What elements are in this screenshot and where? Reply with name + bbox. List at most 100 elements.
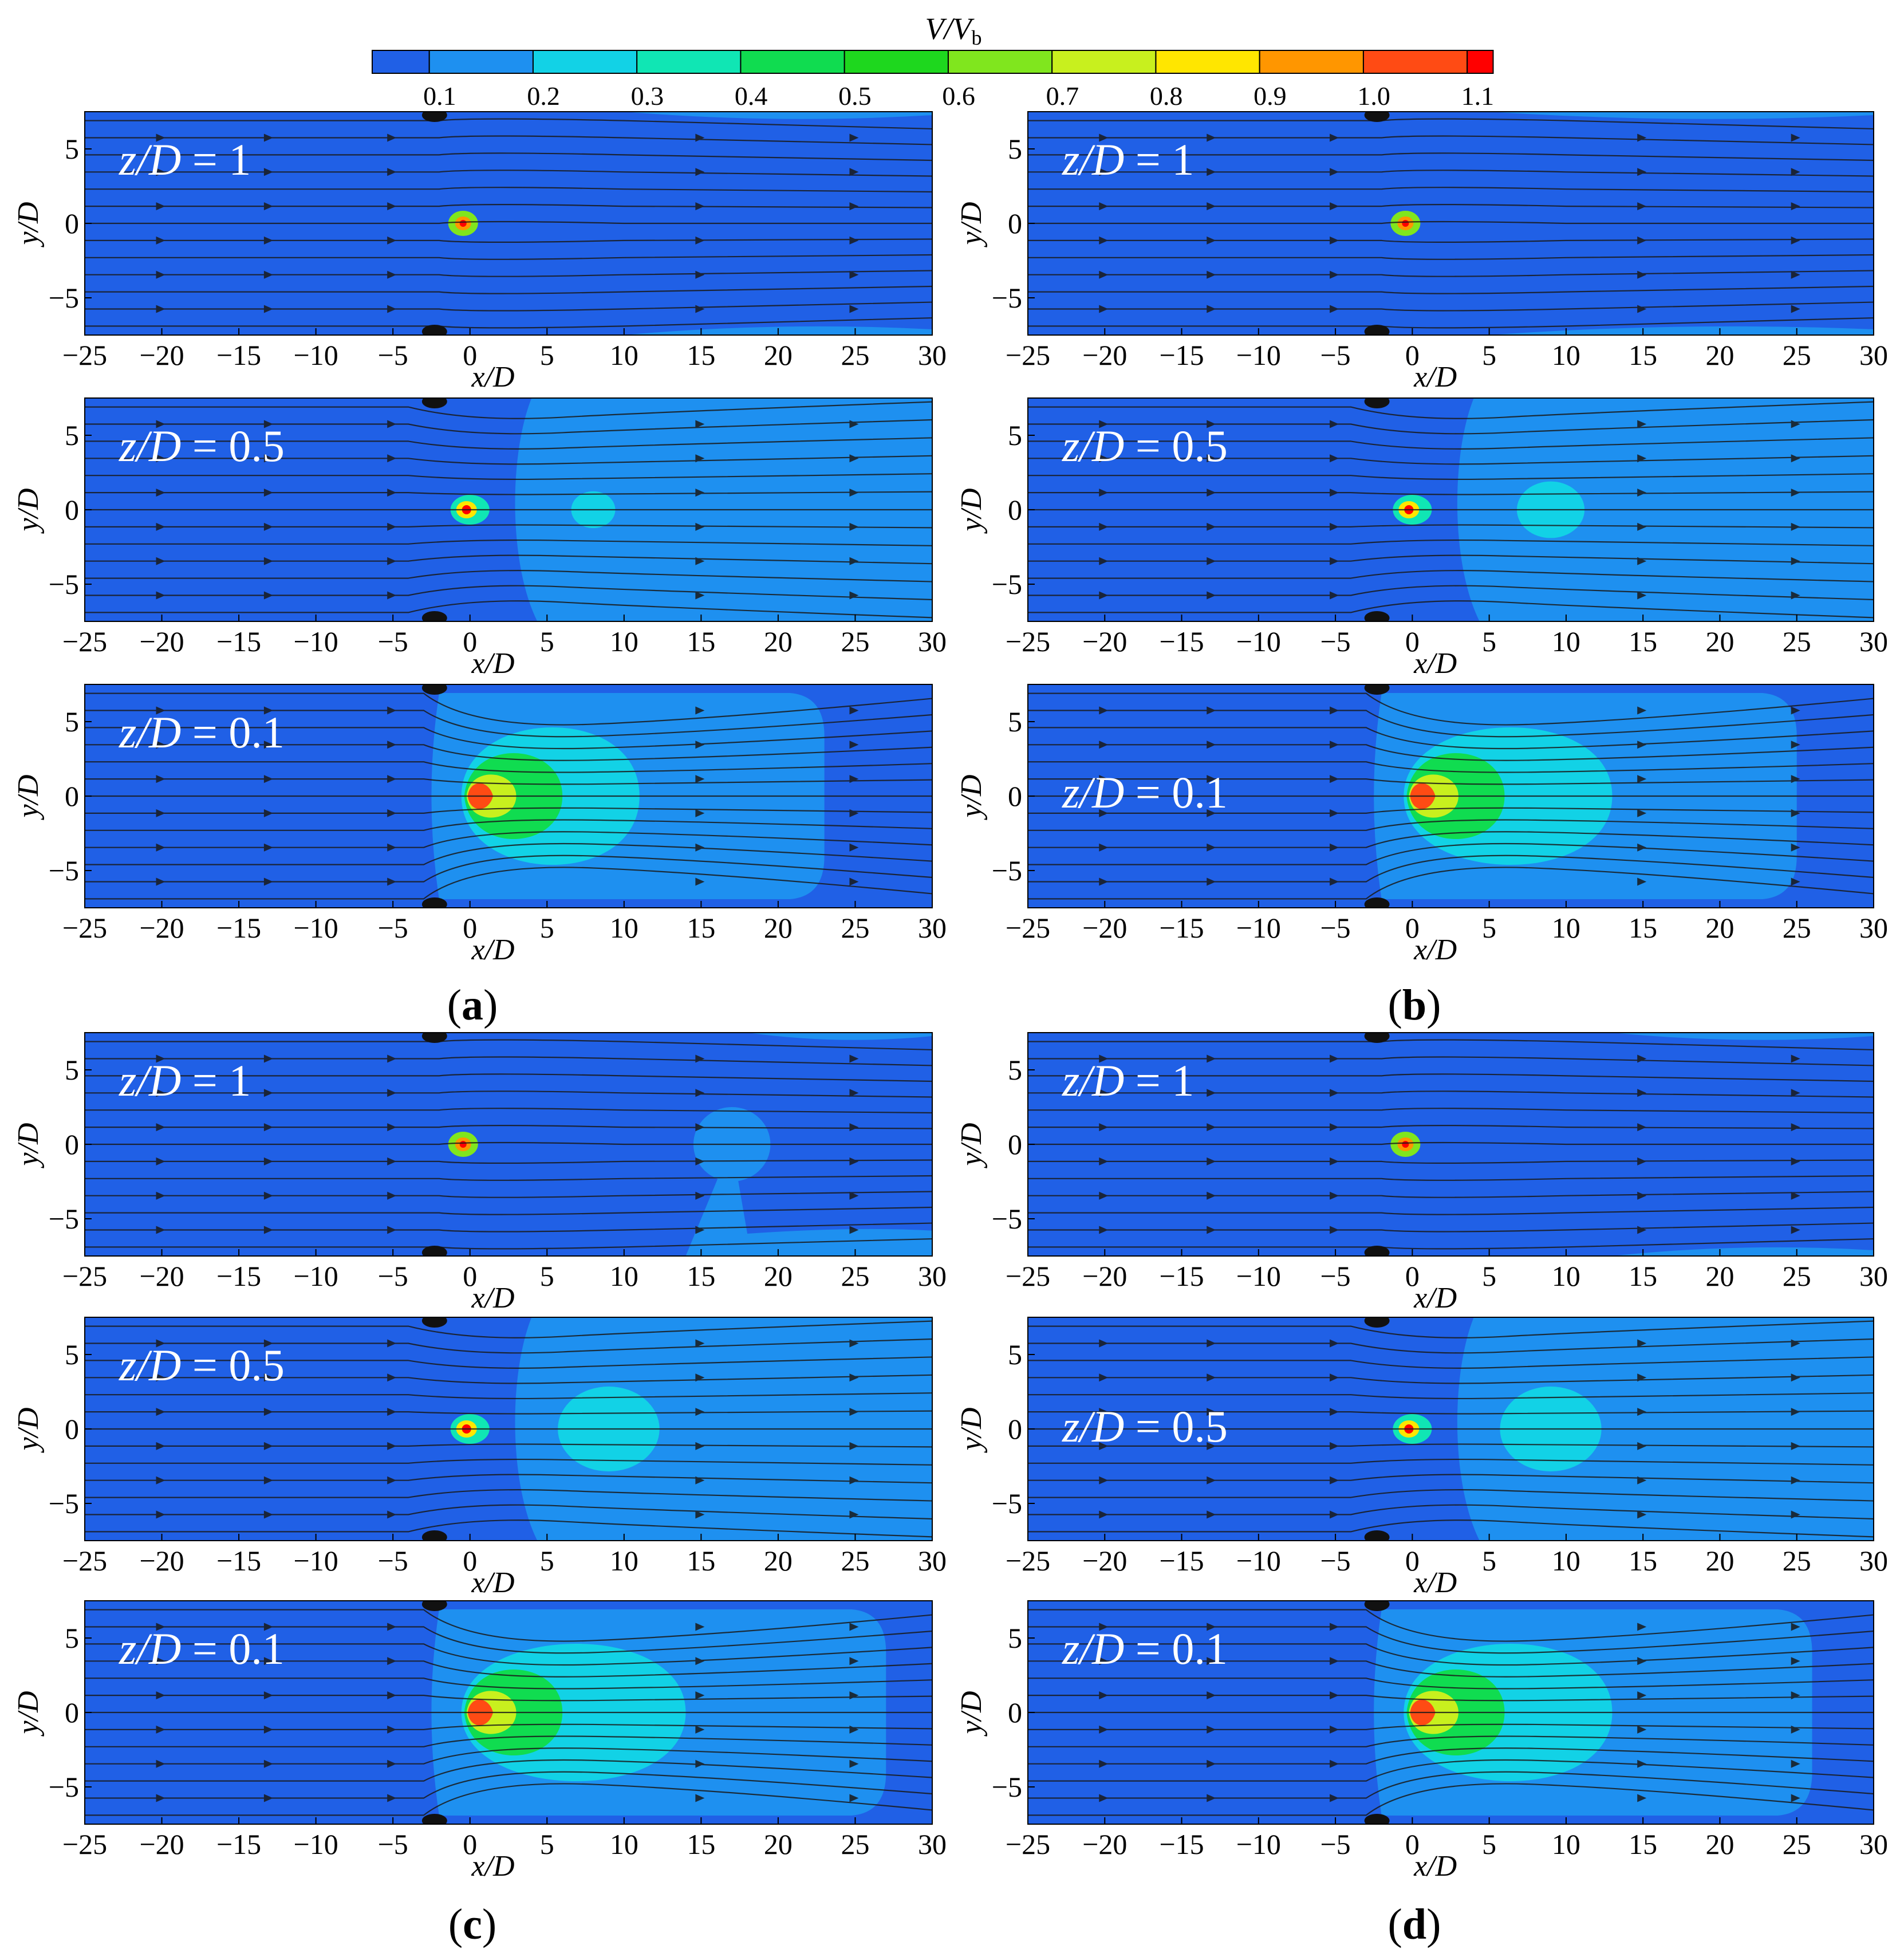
streamline bbox=[1028, 254, 1874, 260]
streamline-arrow bbox=[263, 1054, 273, 1063]
streamline-arrow bbox=[263, 1623, 273, 1631]
streamline-arrow bbox=[695, 1476, 705, 1485]
streamline-arrow bbox=[263, 236, 273, 245]
streamline bbox=[1028, 1410, 1874, 1415]
contour-plot-d-2: −25 −20 −15 −10 −5 0 5 10 15 20 25 30 5 0 −5 x/D y/D z/D … bbox=[955, 1317, 1888, 1599]
streamline-arrow bbox=[1330, 1510, 1339, 1519]
streamline-arrow bbox=[387, 454, 397, 463]
streamline-arrow bbox=[156, 706, 165, 715]
streamline-arrow bbox=[849, 1794, 859, 1802]
streamline bbox=[85, 270, 932, 277]
streamline-arrow bbox=[1791, 1476, 1800, 1485]
streamline-arrow bbox=[849, 420, 859, 428]
streamline-arrow bbox=[387, 270, 397, 279]
streamline bbox=[1028, 1320, 1874, 1338]
streamline-arrow bbox=[695, 1226, 705, 1234]
streamline-arrow bbox=[1637, 1691, 1647, 1700]
x-tick-label: 25 bbox=[1783, 625, 1811, 657]
streamline-arrow bbox=[1207, 1759, 1216, 1768]
streamline bbox=[85, 1759, 932, 1782]
streamline-arrow bbox=[849, 454, 859, 463]
wall-vortex bbox=[421, 1033, 447, 1043]
streamline-arrow bbox=[263, 522, 273, 531]
streamline-arrow bbox=[1207, 1339, 1216, 1348]
streamline-arrow bbox=[263, 1794, 273, 1802]
x-tick-label: 5 bbox=[540, 912, 554, 944]
streamline-arrow bbox=[1099, 706, 1109, 715]
streamline-arrow bbox=[1637, 1623, 1647, 1631]
streamline-arrow bbox=[695, 420, 705, 428]
streamline-arrow bbox=[695, 522, 705, 531]
y-tick-label: 0 bbox=[1008, 207, 1022, 239]
y-tick-label: −5 bbox=[49, 1203, 79, 1235]
streamline-arrow bbox=[849, 236, 859, 245]
y-tick-label: 5 bbox=[1008, 1338, 1022, 1371]
streamline bbox=[1028, 710, 1874, 738]
streamline-arrow bbox=[387, 809, 397, 817]
streamline bbox=[1028, 270, 1874, 277]
x-tick-label: −20 bbox=[139, 912, 184, 944]
streamline bbox=[1028, 419, 1874, 435]
x-tick-label: 10 bbox=[610, 339, 638, 371]
streamline-arrow bbox=[387, 877, 397, 886]
y-tick-label: 0 bbox=[1008, 494, 1022, 526]
streamline bbox=[85, 539, 932, 546]
streamline bbox=[1028, 1159, 1874, 1164]
streamline-arrow bbox=[1330, 775, 1339, 783]
streamline bbox=[1028, 437, 1874, 450]
x-axis-label: x/D bbox=[1413, 934, 1457, 966]
x-tick-label: 15 bbox=[687, 1545, 715, 1577]
streamline bbox=[1028, 1643, 1874, 1666]
contour-plot-a-2: −25 −20 −15 −10 −5 0 5 10 15 20 25 30 5 0 −5 x/D y/D z/D … bbox=[12, 397, 947, 680]
streamline bbox=[85, 1108, 932, 1114]
streamline-arrow bbox=[1791, 489, 1800, 497]
streamline-arrow bbox=[1791, 1408, 1800, 1416]
x-tick-label: 30 bbox=[1859, 1260, 1888, 1292]
streamline bbox=[85, 1443, 932, 1448]
streamline-arrow bbox=[263, 1191, 273, 1200]
streamline-arrow bbox=[1207, 522, 1216, 531]
streamline bbox=[85, 221, 932, 225]
streamline-arrow bbox=[1637, 420, 1647, 428]
x-tick-label: 0 bbox=[1405, 625, 1420, 657]
streamline bbox=[1028, 819, 1874, 831]
streamline-arrow bbox=[695, 1442, 705, 1450]
colorbar-tick-label: 0.5 bbox=[838, 81, 872, 111]
streamline bbox=[85, 524, 932, 529]
y-tick-label: −5 bbox=[49, 568, 79, 600]
streamline bbox=[1028, 1747, 1874, 1765]
streamline-arrow bbox=[1207, 706, 1216, 715]
jet-core bbox=[459, 220, 467, 227]
streamline-arrow bbox=[1637, 775, 1647, 783]
streamline-arrow bbox=[156, 1089, 165, 1097]
y-axis-label: y/D bbox=[955, 202, 988, 247]
streamline bbox=[85, 1073, 932, 1082]
y-tick-label: −5 bbox=[992, 1203, 1022, 1235]
x-tick-label: −5 bbox=[1320, 1828, 1350, 1860]
streamline-arrow bbox=[263, 1226, 273, 1234]
streamline-arrow bbox=[1637, 1476, 1647, 1485]
streamline bbox=[1028, 831, 1874, 848]
x-tick-label: −20 bbox=[139, 339, 184, 371]
x-tick-label: 30 bbox=[918, 1545, 947, 1577]
wall-vortex bbox=[421, 325, 447, 335]
streamline bbox=[1028, 1771, 1874, 1799]
wall-vortex bbox=[421, 611, 447, 621]
streamline-arrow bbox=[695, 1123, 705, 1132]
streamline-arrow bbox=[156, 420, 165, 428]
streamline-arrow bbox=[1637, 1373, 1647, 1382]
x-tick-label: 5 bbox=[1482, 625, 1496, 657]
x-tick-label: −10 bbox=[294, 625, 338, 657]
streamline bbox=[1028, 1090, 1874, 1098]
streamline bbox=[85, 1356, 932, 1369]
streamline-arrow bbox=[1791, 236, 1800, 245]
x-tick-label: 15 bbox=[687, 912, 715, 944]
streamline-arrow bbox=[1330, 1442, 1339, 1450]
x-tick-label: 25 bbox=[1783, 1545, 1811, 1577]
streamline-arrow bbox=[1099, 877, 1109, 886]
streamline-arrow bbox=[1330, 1623, 1339, 1631]
wall-vortex bbox=[1364, 897, 1390, 908]
streamline-arrow bbox=[387, 1657, 397, 1665]
streamline-arrow bbox=[263, 1657, 273, 1665]
streamline bbox=[85, 819, 932, 831]
